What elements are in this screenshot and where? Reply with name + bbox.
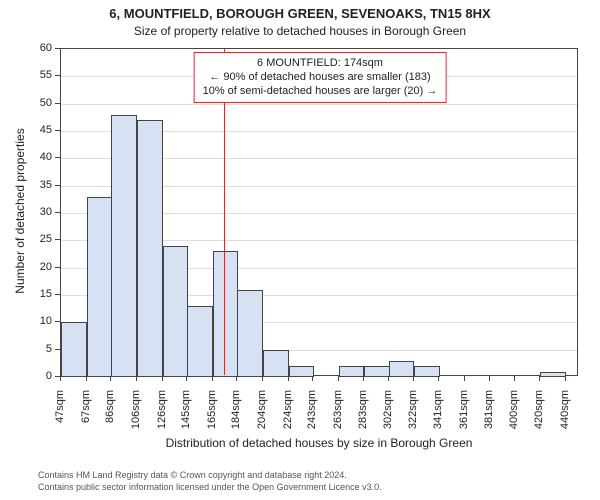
y-tick-mark bbox=[55, 48, 60, 49]
x-tick-label: 224sqm bbox=[282, 390, 294, 440]
x-tick-mark bbox=[186, 376, 187, 381]
y-tick-mark bbox=[55, 75, 60, 76]
x-tick-mark bbox=[288, 376, 289, 381]
histogram-bar bbox=[187, 306, 213, 377]
y-tick-label: 40 bbox=[0, 151, 52, 163]
chart-title-sub: Size of property relative to detached ho… bbox=[0, 24, 600, 38]
y-tick-label: 5 bbox=[0, 343, 52, 355]
x-tick-mark bbox=[539, 376, 540, 381]
y-tick-label: 20 bbox=[0, 261, 52, 273]
x-tick-label: 302sqm bbox=[382, 390, 394, 440]
y-tick-mark bbox=[55, 294, 60, 295]
histogram-bar bbox=[213, 251, 239, 377]
histogram-bar bbox=[389, 361, 415, 377]
histogram-bar bbox=[237, 290, 263, 377]
x-tick-mark bbox=[86, 376, 87, 381]
x-tick-label: 381sqm bbox=[483, 390, 495, 440]
y-tick-label: 25 bbox=[0, 233, 52, 245]
property-size-histogram: 6, MOUNTFIELD, BOROUGH GREEN, SEVENOAKS,… bbox=[0, 0, 600, 500]
y-tick-label: 35 bbox=[0, 179, 52, 191]
x-tick-label: 283sqm bbox=[357, 390, 369, 440]
annotation-box: 6 MOUNTFIELD: 174sqm ← 90% of detached h… bbox=[194, 52, 447, 103]
y-tick-label: 50 bbox=[0, 97, 52, 109]
x-tick-mark bbox=[489, 376, 490, 381]
x-tick-mark bbox=[363, 376, 364, 381]
x-tick-label: 322sqm bbox=[407, 390, 419, 440]
y-tick-label: 0 bbox=[0, 370, 52, 382]
histogram-bar bbox=[289, 366, 315, 377]
y-tick-label: 30 bbox=[0, 206, 52, 218]
y-tick-mark bbox=[55, 349, 60, 350]
caption: Contains HM Land Registry data © Crown c… bbox=[38, 470, 382, 493]
y-tick-mark bbox=[55, 321, 60, 322]
x-tick-mark bbox=[110, 376, 111, 381]
x-tick-mark bbox=[262, 376, 263, 381]
x-tick-label: 184sqm bbox=[230, 390, 242, 440]
x-tick-mark bbox=[236, 376, 237, 381]
x-tick-label: 126sqm bbox=[156, 390, 168, 440]
histogram-bar bbox=[163, 246, 189, 377]
y-tick-label: 10 bbox=[0, 315, 52, 327]
x-tick-label: 263sqm bbox=[332, 390, 344, 440]
histogram-bar bbox=[61, 322, 87, 377]
x-tick-mark bbox=[312, 376, 313, 381]
x-tick-label: 106sqm bbox=[130, 390, 142, 440]
histogram-bar bbox=[263, 350, 289, 377]
x-tick-label: 165sqm bbox=[206, 390, 218, 440]
histogram-bar bbox=[364, 366, 390, 377]
y-tick-mark bbox=[55, 239, 60, 240]
y-tick-mark bbox=[55, 185, 60, 186]
x-tick-mark bbox=[60, 376, 61, 381]
x-tick-label: 47sqm bbox=[54, 390, 66, 440]
y-tick-label: 15 bbox=[0, 288, 52, 300]
x-tick-mark bbox=[565, 376, 566, 381]
x-tick-label: 243sqm bbox=[306, 390, 318, 440]
y-tick-label: 55 bbox=[0, 69, 52, 81]
y-tick-mark bbox=[55, 212, 60, 213]
histogram-bar bbox=[137, 120, 163, 377]
x-tick-label: 204sqm bbox=[256, 390, 268, 440]
x-axis-label: Distribution of detached houses by size … bbox=[60, 436, 578, 450]
x-tick-mark bbox=[338, 376, 339, 381]
x-tick-mark bbox=[514, 376, 515, 381]
x-tick-label: 440sqm bbox=[559, 390, 571, 440]
x-tick-label: 341sqm bbox=[432, 390, 444, 440]
x-tick-mark bbox=[413, 376, 414, 381]
x-tick-label: 86sqm bbox=[104, 390, 116, 440]
histogram-bar bbox=[414, 366, 440, 377]
caption-line-1: Contains HM Land Registry data © Crown c… bbox=[38, 470, 382, 482]
histogram-bar bbox=[111, 115, 137, 377]
annotation-line-3: 10% of semi-detached houses are larger (… bbox=[203, 85, 438, 99]
caption-line-2: Contains public sector information licen… bbox=[38, 482, 382, 494]
x-tick-label: 420sqm bbox=[533, 390, 545, 440]
histogram-bar bbox=[339, 366, 365, 377]
annotation-line-1: 6 MOUNTFIELD: 174sqm bbox=[203, 57, 438, 71]
x-tick-mark bbox=[212, 376, 213, 381]
y-tick-mark bbox=[55, 103, 60, 104]
y-tick-mark bbox=[55, 267, 60, 268]
y-tick-label: 60 bbox=[0, 42, 52, 54]
x-tick-mark bbox=[464, 376, 465, 381]
grid-line bbox=[61, 104, 577, 105]
x-tick-label: 67sqm bbox=[80, 390, 92, 440]
y-tick-label: 45 bbox=[0, 124, 52, 136]
chart-title-main: 6, MOUNTFIELD, BOROUGH GREEN, SEVENOAKS,… bbox=[0, 6, 600, 21]
x-tick-mark bbox=[438, 376, 439, 381]
y-tick-mark bbox=[55, 157, 60, 158]
annotation-line-2: ← 90% of detached houses are smaller (18… bbox=[203, 71, 438, 85]
x-tick-label: 400sqm bbox=[508, 390, 520, 440]
y-tick-mark bbox=[55, 130, 60, 131]
x-tick-mark bbox=[388, 376, 389, 381]
x-tick-mark bbox=[162, 376, 163, 381]
x-tick-label: 361sqm bbox=[458, 390, 470, 440]
x-tick-mark bbox=[136, 376, 137, 381]
histogram-bar bbox=[540, 372, 566, 377]
x-tick-label: 145sqm bbox=[180, 390, 192, 440]
histogram-bar bbox=[87, 197, 113, 377]
